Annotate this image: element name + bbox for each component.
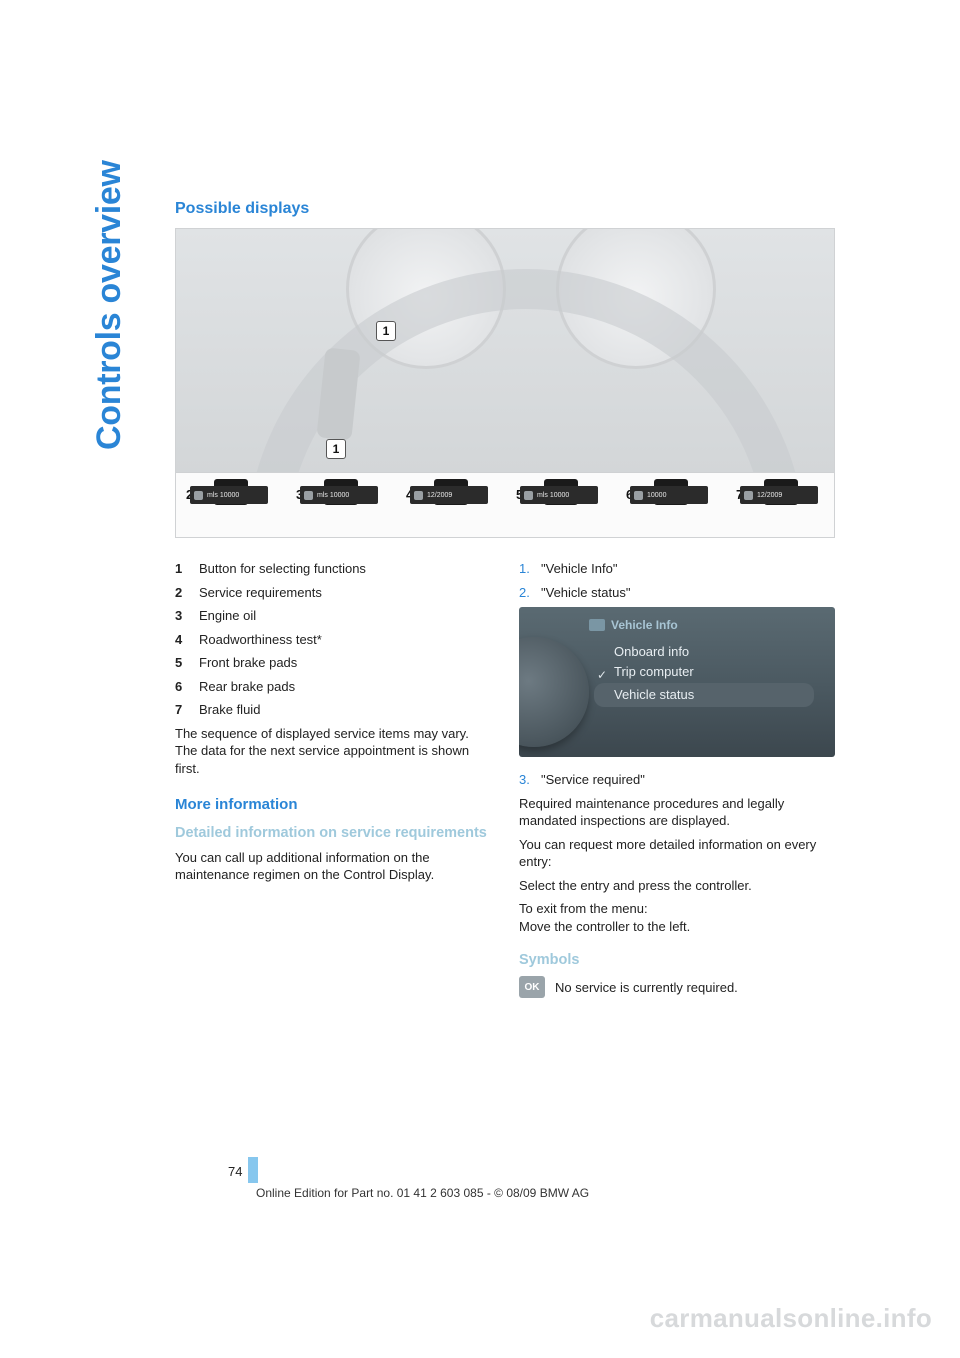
- watermark: carmanualsonline.info: [650, 1303, 932, 1334]
- ss-header: Vehicle Info: [589, 617, 678, 633]
- legend-text: Service requirements: [199, 584, 322, 602]
- strip-item-6: 6 10000: [624, 479, 712, 510]
- step-text: "Service required": [541, 771, 645, 789]
- legend-num: 2: [175, 584, 187, 602]
- idrive-screenshot: Vehicle Info Onboard info ✓ Trip compute…: [519, 607, 835, 757]
- legend-row: 3 Engine oil: [175, 607, 491, 625]
- section-side-title: Controls overview: [90, 160, 129, 450]
- legend-text: Button for selecting functions: [199, 560, 366, 578]
- step-num: 3.: [519, 771, 533, 789]
- legend-row: 6 Rear brake pads: [175, 678, 491, 696]
- strip-item-4: 4 12/2009: [404, 479, 492, 510]
- legend-text: Engine oil: [199, 607, 256, 625]
- legend-text: Roadworthiness test*: [199, 631, 322, 649]
- step-row: 3. "Service required": [519, 771, 835, 789]
- two-column-body: 1 Button for selecting functions 2 Service…: [175, 560, 835, 998]
- symbol-row: OK No service is currently required.: [519, 976, 835, 998]
- strip-sub: mls 10000: [300, 486, 378, 504]
- ss-header-text: Vehicle Info: [611, 617, 678, 633]
- right-column: 1. "Vehicle Info" 2. "Vehicle status" Vehi…: [519, 560, 835, 998]
- manual-page: Controls overview Possible displays 1 1 …: [0, 0, 960, 1358]
- page-content: Possible displays 1 1 2 mls 10000 3: [175, 200, 835, 998]
- legend-text: Brake fluid: [199, 701, 260, 719]
- strip-sub: 12/2009: [740, 486, 818, 504]
- idrive-knob: [519, 637, 589, 747]
- header-icon: [589, 619, 605, 631]
- ss-menu-item-selected: Vehicle status: [594, 683, 814, 707]
- legend-row: 7 Brake fluid: [175, 701, 491, 719]
- strip-item-7: 7 12/2009: [734, 479, 822, 510]
- legend-row: 5 Front brake pads: [175, 654, 491, 672]
- heading-possible-displays: Possible displays: [175, 200, 835, 218]
- legend-num: 6: [175, 678, 187, 696]
- heading-detailed-info: Detailed information on service requirem…: [175, 824, 491, 843]
- page-number-box: 74: [228, 1157, 258, 1183]
- heading-more-info: More information: [175, 795, 491, 815]
- symbol-text: No service is currently required.: [555, 979, 738, 997]
- check-icon: ✓: [597, 667, 607, 683]
- callout-1-top: 1: [376, 321, 396, 341]
- detailed-text: You can call up additional information o…: [175, 849, 491, 884]
- step-row: 1. "Vehicle Info": [519, 560, 835, 578]
- strip-sub: 10000: [630, 486, 708, 504]
- indicator-strip: 2 mls 10000 3 mls 10000 4 12/2009: [176, 472, 834, 537]
- dashboard-photo: 1 1: [176, 229, 834, 474]
- legend-num: 3: [175, 607, 187, 625]
- step-text: "Vehicle status": [541, 584, 630, 602]
- strip-item-2: 2 mls 10000: [184, 479, 272, 510]
- ss-menu-item: Onboard info: [614, 643, 689, 661]
- footer-text: Online Edition for Part no. 01 41 2 603 …: [256, 1186, 589, 1200]
- legend-num: 7: [175, 701, 187, 719]
- legend-row: 4 Roadworthiness test*: [175, 631, 491, 649]
- legend-num: 1: [175, 560, 187, 578]
- heading-symbols: Symbols: [519, 951, 835, 970]
- ok-icon: OK: [519, 976, 545, 998]
- legend-num: 4: [175, 631, 187, 649]
- select-text: Select the entry and press the controlle…: [519, 877, 835, 895]
- step-num: 2.: [519, 584, 533, 602]
- step-text: "Vehicle Info": [541, 560, 617, 578]
- step-row: 2. "Vehicle status": [519, 584, 835, 602]
- left-column: 1 Button for selecting functions 2 Service…: [175, 560, 491, 998]
- legend-text: Front brake pads: [199, 654, 297, 672]
- legend-row: 1 Button for selecting functions: [175, 560, 491, 578]
- sequence-note: The sequence of displayed service items …: [175, 725, 491, 778]
- exit-text-2: Move the controller to the left.: [519, 918, 835, 936]
- required-text: Required maintenance procedures and lega…: [519, 795, 835, 830]
- legend-text: Rear brake pads: [199, 678, 295, 696]
- strip-sub: mls 10000: [190, 486, 268, 504]
- dashboard-figure: 1 1 2 mls 10000 3 mls 10000 4: [175, 228, 835, 538]
- strip-sub: mls 10000: [520, 486, 598, 504]
- page-number-bar: [248, 1157, 258, 1183]
- strip-sub: 12/2009: [410, 486, 488, 504]
- exit-text-1: To exit from the menu:: [519, 900, 835, 918]
- legend-num: 5: [175, 654, 187, 672]
- page-number: 74: [228, 1164, 248, 1183]
- callout-1-bottom: 1: [326, 439, 346, 459]
- legend-row: 2 Service requirements: [175, 584, 491, 602]
- ss-menu-item: Trip computer: [614, 663, 694, 681]
- strip-item-3: 3 mls 10000: [294, 479, 382, 510]
- request-text: You can request more detailed informatio…: [519, 836, 835, 871]
- step-num: 1.: [519, 560, 533, 578]
- strip-item-5: 5 mls 10000: [514, 479, 602, 510]
